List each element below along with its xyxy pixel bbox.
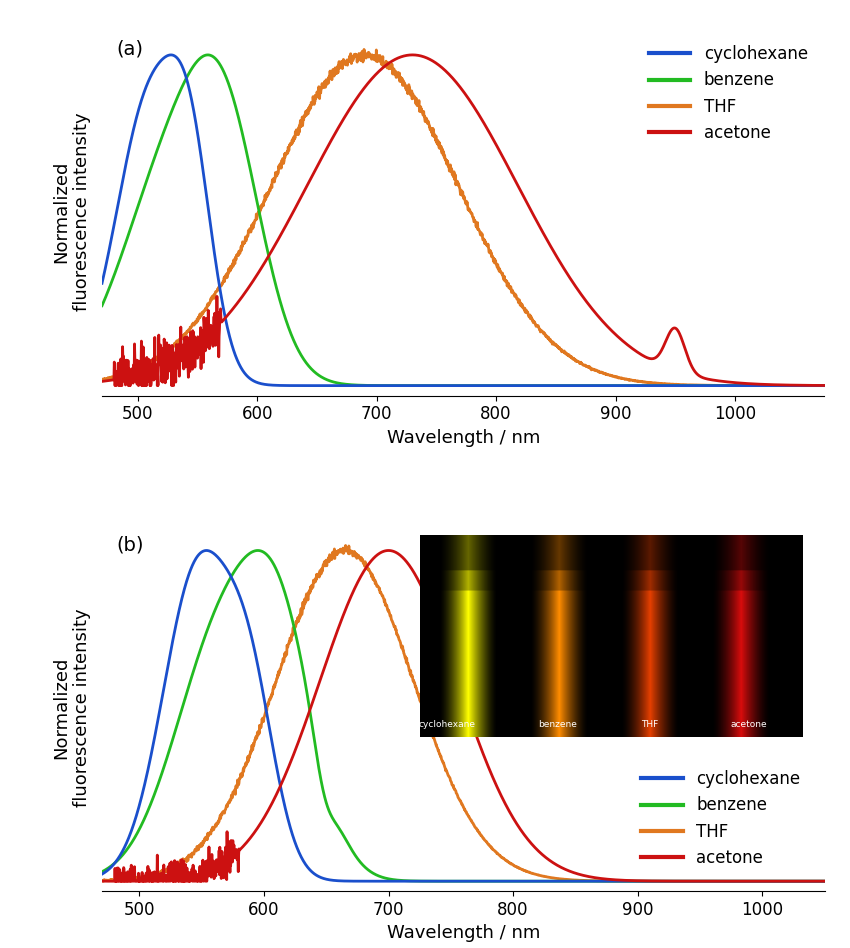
- Text: (a): (a): [116, 40, 144, 59]
- Y-axis label: Normalized
fluorescence intensity: Normalized fluorescence intensity: [52, 113, 91, 311]
- Y-axis label: Normalized
fluorescence intensity: Normalized fluorescence intensity: [52, 609, 91, 807]
- Legend: cyclohexane, benzene, THF, acetone: cyclohexane, benzene, THF, acetone: [633, 762, 809, 875]
- X-axis label: Wavelength / nm: Wavelength / nm: [387, 924, 540, 942]
- Text: (b): (b): [116, 535, 144, 554]
- X-axis label: Wavelength / nm: Wavelength / nm: [387, 428, 540, 447]
- Legend: cyclohexane, benzene, THF, acetone: cyclohexane, benzene, THF, acetone: [640, 37, 816, 151]
